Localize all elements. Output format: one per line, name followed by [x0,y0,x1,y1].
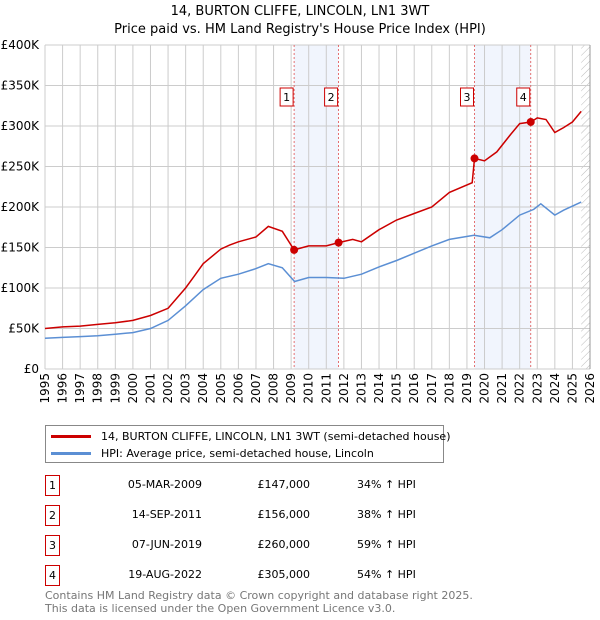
transaction-date: 14-SEP-2011 [131,508,202,521]
transaction-price: £147,000 [257,478,311,491]
x-tick-label: 2019 [460,373,474,404]
x-tick-label: 2022 [513,373,527,404]
x-tick-label: 2024 [548,373,562,404]
x-tick-label: 2006 [231,373,245,404]
transaction-number: 1 [45,475,60,496]
transaction-number: 2 [45,505,60,526]
transaction-hpi-change: 54% ↑ HPI [357,568,416,581]
transaction-number: 3 [45,535,60,556]
x-tick-label: 2009 [284,373,298,404]
transaction-hpi-change: 59% ↑ HPI [357,538,416,551]
x-tick-label: 2021 [495,373,509,404]
transaction-hpi-change: 34% ↑ HPI [357,478,416,491]
transaction-row: 2 14-SEP-2011 £156,000 38% ↑ HPI [45,505,445,526]
transaction-date: 19-AUG-2022 [128,568,202,581]
sale-label: 4 [520,91,527,104]
sale-label: 3 [463,91,470,104]
chart-subtitle: Price paid vs. HM Land Registry's House … [114,22,486,37]
sale-label-box [459,87,474,107]
x-tick-label: 2003 [179,373,193,404]
x-tick-label: 1995 [38,373,52,404]
x-tick-label: 2014 [372,373,386,404]
sale-point [470,154,479,163]
sale-label: 1 [283,91,290,104]
y-tick-label: £350K [1,79,41,93]
x-tick-label: 2002 [161,373,175,404]
sale-point [526,117,535,126]
legend-label: HPI: Average price, semi-detached house,… [101,446,374,460]
legend-label: 14, BURTON CLIFFE, LINCOLN, LN1 3WT (sem… [101,429,451,443]
sale-label: 2 [328,91,335,104]
x-tick-label: 2000 [126,373,140,404]
x-tick-label: 2015 [390,373,404,404]
x-tick-label: 2017 [425,373,439,404]
x-tick-label: 1997 [73,373,87,404]
x-tick-label: 2004 [196,373,210,404]
sale-label-box [516,87,531,107]
x-tick-label: 2007 [249,373,263,404]
y-tick-label: £250K [1,160,41,174]
x-tick-label: 2008 [267,373,281,404]
x-tick-label: 1999 [108,373,122,404]
transaction-date: 05-MAR-2009 [127,478,202,491]
x-tick-label: 2016 [407,373,421,404]
legend: 14, BURTON CLIFFE, LINCOLN, LN1 3WT (sem… [45,425,450,463]
x-tick-label: 1996 [56,373,70,404]
x-tick-label: 2013 [354,373,368,404]
x-tick-label: 2010 [302,373,316,404]
y-tick-label: £300K [1,119,41,133]
x-tick-label: 2023 [530,373,544,404]
x-tick-label: 2026 [583,373,597,404]
transaction-row: 3 07-JUN-2019 £260,000 59% ↑ HPI [45,535,445,556]
x-tick-label: 2012 [337,373,351,404]
transaction-price: £156,000 [257,508,311,521]
hpi-series-line [44,201,582,339]
sale-label-box [324,87,339,107]
transaction-price: £305,000 [257,568,311,581]
legend-item-hpi: HPI: Average price, semi-detached house,… [51,445,374,461]
footer-licence: This data is licensed under the Open Gov… [45,602,396,615]
y-tick-label: £400K [1,38,41,52]
x-tick-label: 2011 [319,373,333,404]
chart-title: 14, BURTON CLIFFE, LINCOLN, LN1 3WT [170,4,430,19]
transaction-number: 4 [45,565,60,586]
sale-point [290,245,299,254]
x-tick-label: 2018 [442,373,456,404]
y-tick-label: £150K [1,241,41,255]
y-tick-label: £50K [8,322,40,336]
transaction-row: 4 19-AUG-2022 £305,000 54% ↑ HPI [45,565,445,586]
transaction-hpi-change: 38% ↑ HPI [357,508,416,521]
transaction-date: 07-JUN-2019 [131,538,202,551]
price-chart: 1995 1996 1997 1998 1999 2000 2001 2002 2003 2004… [1,38,597,404]
x-tick-label: 2001 [143,373,157,404]
x-tick-label: 2020 [478,373,492,404]
x-tick-label: 2025 [565,373,579,404]
legend-swatch-blue [51,451,91,455]
x-tick-label: 2005 [214,373,228,404]
y-tick-label: £0 [24,362,39,376]
transaction-price: £260,000 [257,538,311,551]
footer: Contains HM Land Registry data © Crown c… [45,589,473,615]
sale-label-box [279,87,294,107]
legend-item-property: 14, BURTON CLIFFE, LINCOLN, LN1 3WT (sem… [51,428,450,444]
transaction-row: 1 05-MAR-2009 £147,000 34% ↑ HPI [45,475,445,496]
y-tick-label: £100K [1,281,41,295]
legend-swatch-red [51,434,91,438]
footer-copyright: Contains HM Land Registry data © Crown c… [45,589,473,602]
x-tick-label: 1998 [91,373,105,404]
sale-point [334,238,343,247]
y-tick-label: £200K [1,200,41,214]
